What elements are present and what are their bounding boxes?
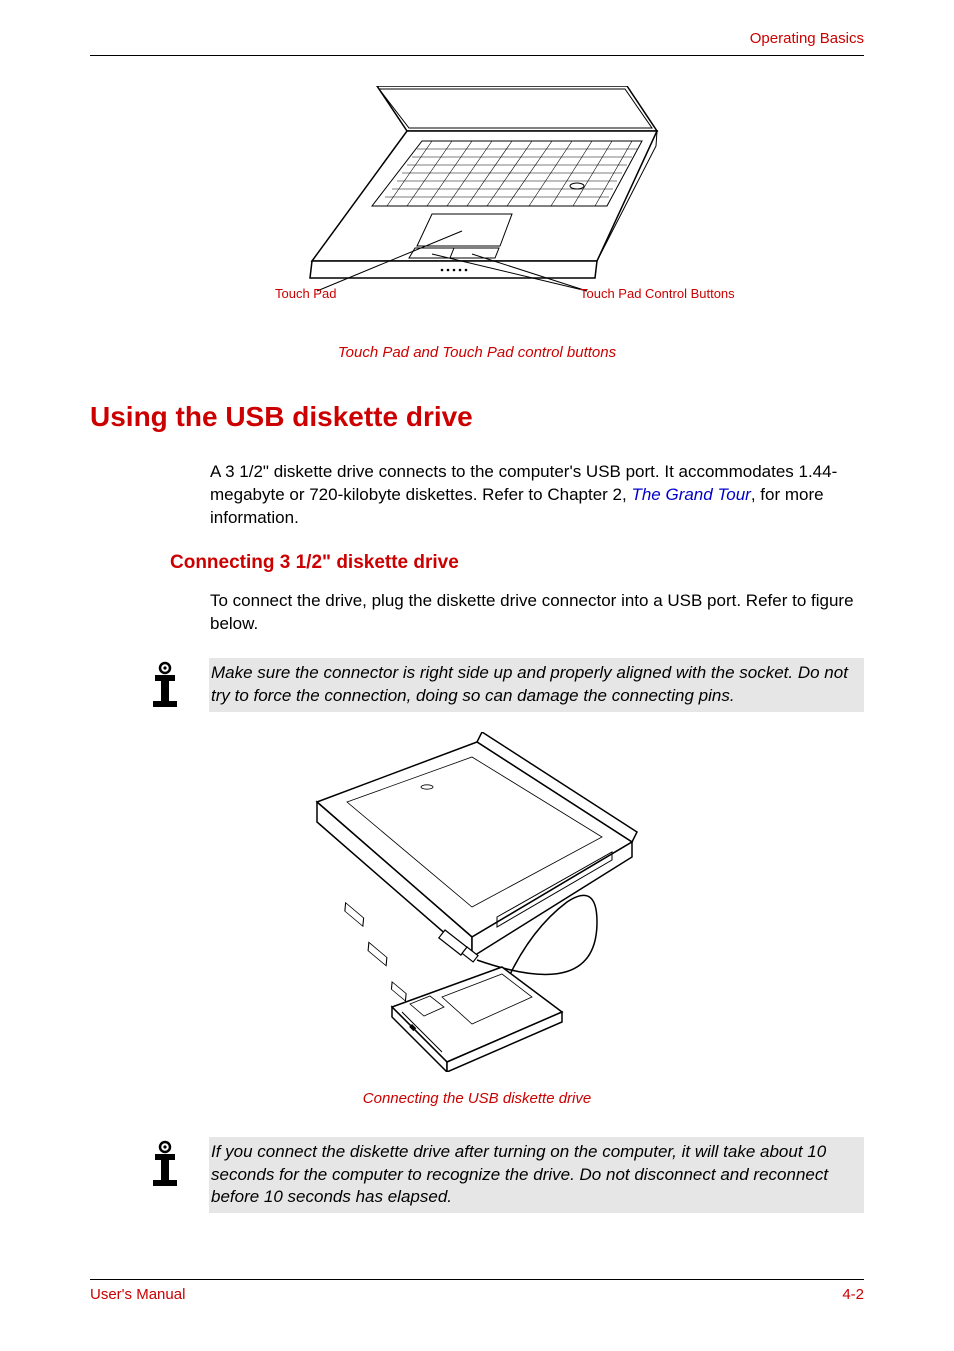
touchpad-buttons-label: Touch Pad Control Buttons [580,286,735,301]
touchpad-label: Touch Pad [275,286,336,301]
figure-usb-drive [90,732,864,1072]
note-connector-alignment: Make sure the connector is right side up… [145,658,864,712]
paragraph-connect: To connect the drive, plug the diskette … [210,590,864,636]
note1-text: Make sure the connector is right side up… [209,658,864,712]
link-grand-tour[interactable]: The Grand Tour [631,485,750,504]
laptop-illustration [257,86,697,306]
paragraph-intro: A 3 1/2" diskette drive connects to the … [210,461,864,530]
footer-left: User's Manual [90,1286,185,1303]
note-recognition-delay: If you connect the diskette drive after … [145,1137,864,1214]
note2-text: If you connect the diskette drive after … [209,1137,864,1214]
figure-touchpad: Touch Pad Touch Pad Control Buttons [90,86,864,326]
info-icon [145,660,189,708]
heading-connecting: Connecting 3 1/2" diskette drive [170,552,864,574]
figure2-caption: Connecting the USB diskette drive [90,1090,864,1107]
header-section: Operating Basics [90,30,864,47]
heading-usb-diskette: Using the USB diskette drive [90,401,864,433]
page-footer: User's Manual 4-2 [90,1279,864,1303]
footer-page-number: 4-2 [842,1286,864,1303]
footer-rule [90,1279,864,1280]
info-icon [145,1139,189,1187]
header-rule [90,55,864,56]
figure1-caption: Touch Pad and Touch Pad control buttons [90,344,864,361]
usb-diskette-illustration [297,732,657,1072]
